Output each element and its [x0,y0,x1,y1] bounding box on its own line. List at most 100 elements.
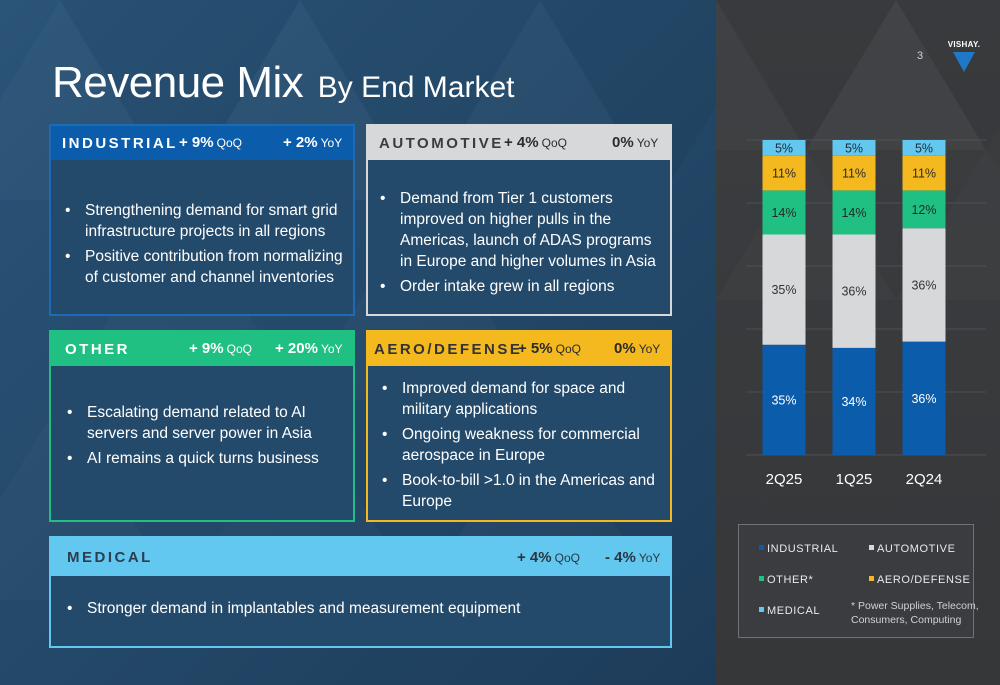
bar-value-label: 36% [911,278,936,292]
qoq-value: + 4% [517,549,552,566]
bullet-list: Strengthening demand for smart grid infr… [59,200,349,292]
bar-segment-other-1q25 [832,190,876,235]
bar-value-label: 36% [911,392,936,406]
qoq-unit: QoQ [555,342,581,356]
footnote-line: * Power Supplies, Telecom, [851,600,979,612]
bar-segment-aero-defense-2q25 [762,155,806,191]
bullet-list: Improved demand for space and military a… [376,378,668,516]
qoq-unit: QoQ [216,136,242,150]
bullet-item: Strengthening demand for smart grid infr… [59,200,349,242]
legend-footnote: * Power Supplies, Telecom, Consumers, Co… [851,599,979,627]
bar-value-label: 36% [841,285,866,299]
card-header: INDUSTRIAL + 9% QoQ + 2% YoY [51,126,353,160]
yoy-metric: - 4% YoY [605,549,660,567]
bar-segment-medical-1q25 [832,140,876,156]
bar-segment-other-2q24 [902,190,946,229]
card-industrial: INDUSTRIAL + 9%QoQ + 2%YoY Strengthening… [49,124,355,316]
bar-segment-automotive-2q25 [762,234,806,345]
legend-item-other: OTHER* [759,574,813,586]
legend-label: INDUSTRIAL [767,543,839,555]
bullet-list: Stronger demand in implantables and meas… [61,598,661,623]
qoq-value: + 9% [189,340,224,357]
legend-item-medical: MEDICAL [759,605,820,617]
bullet-list: Demand from Tier 1 customers improved on… [374,188,664,301]
bar-value-label: 11% [912,167,936,181]
qoq-value: + 9% [179,134,214,151]
bullet-item: Order intake grew in all regions [374,276,664,297]
bar-value-label: 5% [845,141,863,155]
card-title: AUTOMOTIVE [379,135,504,152]
bar-value-label: 11% [842,167,866,181]
bar-segment-automotive-1q25 [832,234,876,348]
bar-segment-other-2q25 [762,190,806,235]
qoq-unit: QoQ [541,136,567,150]
card-title: AERO/DEFENSE [374,341,523,358]
bar-segment-medical-2q24 [902,140,946,156]
vishay-logo: VISHAY. [944,40,984,74]
yoy-metric: 0% YoY [614,340,660,358]
yoy-value: - 4% [605,549,636,566]
legend-swatch [869,576,874,581]
card-automotive: AUTOMOTIVE + 4%QoQ 0%YoY Demand from Tie… [366,124,672,316]
bullet-item: AI remains a quick turns business [61,448,347,469]
yoy-unit: YoY [638,342,661,356]
qoq-unit: QoQ [226,342,252,356]
bar-value-label: 35% [771,393,796,407]
yoy-unit: YoY [638,551,661,565]
bar-segment-industrial-1q25 [832,347,876,455]
logo-text: VISHAY. [947,40,981,49]
revenue-mix-chart: 35% 35% 14% 11% 5% 34% 36% 14% 11% 5% 36% 36% 12% 11%… [746,139,986,488]
footnote-line: Consumers, Computing [851,614,962,626]
bar-value-label: 5% [775,141,793,155]
bar-value-label: 14% [771,206,796,220]
bullet-item: Stronger demand in implantables and meas… [61,598,661,619]
bullet-item: Book-to-bill >1.0 in the Americas and Eu… [376,470,668,512]
bar-value-label: 14% [841,206,866,220]
bar-segment-aero-defense-2q24 [902,155,946,191]
card-title: INDUSTRIAL [62,135,178,152]
yoy-metric: + 2% YoY [283,134,342,152]
legend-label: AERO/DEFENSE [877,574,971,586]
category-label: 2Q24 [906,471,943,488]
chart-legend: INDUSTRIAL AUTOMOTIVE OTHER* AERO/DEFENS… [738,524,979,638]
qoq-value: + 5% [518,340,553,357]
bullet-item: Demand from Tier 1 customers improved on… [374,188,664,272]
bar-segment-automotive-2q24 [902,228,946,342]
category-label: 1Q25 [836,471,873,488]
legend-swatch [869,545,874,550]
legend-item-aero-defense: AERO/DEFENSE [869,574,970,586]
chart-bars: 35% 35% 14% 11% 5% 34% 36% 14% 11% 5% 36% 36% 12% 11%… [762,140,946,455]
legend-label: MEDICAL [767,605,821,617]
card-medical: MEDICAL + 4%QoQ - 4%YoY Stronger demand … [49,536,672,648]
logo-triangle-icon [953,52,975,72]
qoq-value: + 4% [504,134,539,151]
card-aero-defense: AERO/DEFENSE + 5%QoQ 0%YoY Improved dema… [366,330,672,522]
legend-label: OTHER* [767,574,814,586]
bullet-item: Ongoing weakness for commercial aerospac… [376,424,668,466]
bar-segment-industrial-2q25 [762,344,806,455]
legend-swatch [759,545,764,550]
card-header: OTHER + 9% QoQ + 20% YoY [51,332,353,366]
card-header: AUTOMOTIVE + 4% QoQ 0% YoY [368,126,670,160]
bar-value-label: 12% [911,203,936,217]
bullet-item: Positive contribution from normalizing o… [59,246,349,288]
bar-segment-aero-defense-1q25 [832,155,876,191]
card-header: AERO/DEFENSE + 5% QoQ 0% YoY [368,332,670,366]
yoy-value: 0% [614,340,636,357]
yoy-unit: YoY [320,136,343,150]
qoq-metric: + 9% QoQ [189,340,252,358]
qoq-metric: + 4% QoQ [504,134,567,152]
yoy-value: + 2% [283,134,318,151]
bar-value-label: 34% [841,395,866,409]
background-triangles-right [716,0,1000,150]
card-title: MEDICAL [67,549,153,566]
yoy-value: 0% [612,134,634,151]
bullet-list: Escalating demand related to AI servers … [61,402,347,473]
yoy-metric: + 20% YoY [275,340,343,358]
page-number: 3 [917,50,924,62]
yoy-value: + 20% [275,340,318,357]
yoy-metric: 0% YoY [612,134,658,152]
bar-value-label: 5% [915,141,933,155]
legend-label: AUTOMOTIVE [877,543,956,555]
qoq-metric: + 5% QoQ [518,340,581,358]
